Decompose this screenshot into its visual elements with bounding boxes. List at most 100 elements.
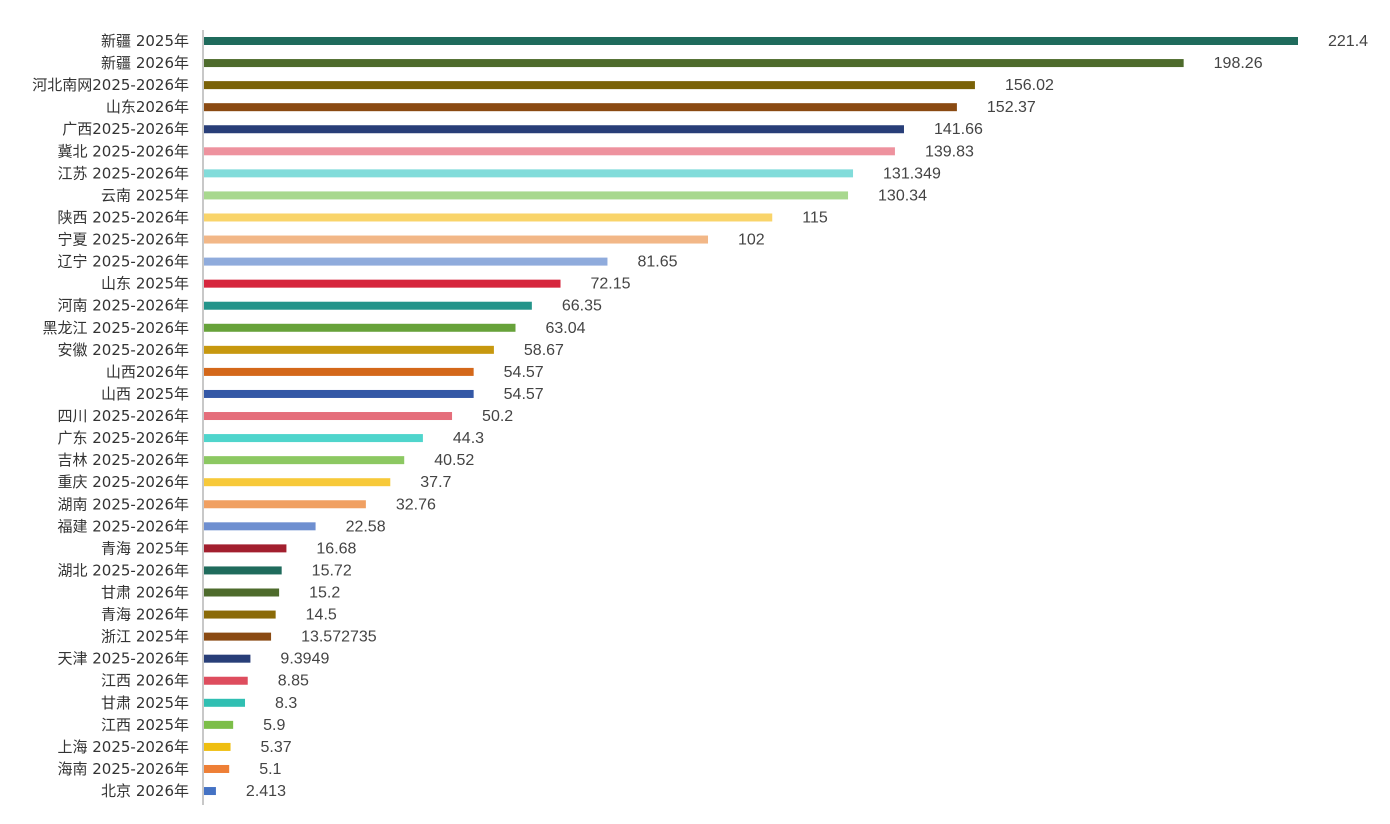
bar <box>204 588 280 597</box>
bar <box>204 742 231 751</box>
bar <box>204 434 423 443</box>
value-label: 139.83 <box>925 143 974 160</box>
value-label: 5.37 <box>261 739 292 756</box>
bar <box>204 235 709 244</box>
category-label: 江西 2025年 <box>101 716 189 734</box>
bar <box>204 500 366 509</box>
category-label: 上海 2025-2026年 <box>57 738 189 756</box>
category-label: 广西2025-2026年 <box>62 120 189 138</box>
value-label: 8.3 <box>275 695 297 712</box>
bar <box>204 610 276 619</box>
value-label: 32.76 <box>396 496 436 513</box>
value-label: 58.67 <box>524 342 564 359</box>
value-label: 37.7 <box>420 474 451 491</box>
bar <box>204 632 272 641</box>
value-label: 44.3 <box>453 430 484 447</box>
category-label: 安徽 2025-2026年 <box>57 341 189 359</box>
bar <box>204 279 561 288</box>
category-label: 新疆 2026年 <box>101 54 189 72</box>
category-label: 陕西 2025-2026年 <box>57 208 189 226</box>
bar <box>204 125 904 134</box>
value-label: 40.52 <box>434 452 474 469</box>
category-label: 福建 2025-2026年 <box>57 517 189 535</box>
category-label: 北京 2026年 <box>101 782 189 800</box>
bar <box>204 720 234 729</box>
bar <box>204 764 230 773</box>
category-label: 黑龙江 2025-2026年 <box>42 319 189 337</box>
bar <box>204 522 316 531</box>
value-label: 54.57 <box>504 386 544 403</box>
bar <box>204 345 494 354</box>
bar <box>204 389 474 398</box>
category-label: 江西 2026年 <box>101 672 189 690</box>
bar <box>204 103 957 112</box>
value-label: 198.26 <box>1214 55 1263 72</box>
bar <box>204 566 282 575</box>
category-label: 吉林 2025-2026年 <box>57 451 189 469</box>
value-label: 15.2 <box>309 585 340 602</box>
category-label: 云南 2025年 <box>101 186 189 204</box>
value-label: 221.4 <box>1328 33 1368 50</box>
value-label: 5.9 <box>263 717 285 734</box>
category-label: 甘肃 2025年 <box>101 694 189 712</box>
category-label: 新疆 2025年 <box>101 32 189 50</box>
value-label: 141.66 <box>934 121 983 138</box>
category-label: 湖北 2025-2026年 <box>57 561 189 579</box>
bar <box>204 367 474 376</box>
value-label: 130.34 <box>878 187 927 204</box>
value-label: 14.5 <box>306 607 337 624</box>
value-label: 5.1 <box>259 761 281 778</box>
bar <box>204 698 246 707</box>
category-label: 冀北 2025-2026年 <box>57 142 189 160</box>
value-label: 131.349 <box>883 165 941 182</box>
value-label: 22.58 <box>346 518 386 535</box>
value-label: 8.85 <box>278 673 309 690</box>
bar <box>204 213 773 222</box>
category-label: 甘肃 2026年 <box>101 584 189 602</box>
value-label: 50.2 <box>482 408 513 425</box>
value-label: 81.65 <box>637 254 677 271</box>
bar <box>204 544 287 553</box>
category-label: 重庆 2025-2026年 <box>57 473 189 491</box>
category-label: 四川 2025-2026年 <box>57 407 189 425</box>
category-label: 江苏 2025-2026年 <box>57 164 189 182</box>
bar <box>204 37 1298 45</box>
category-label: 湖南 2025-2026年 <box>57 495 189 513</box>
value-label: 72.15 <box>591 276 631 293</box>
bar <box>204 81 975 90</box>
bar <box>204 147 895 156</box>
category-label: 河北南网2025-2026年 <box>32 76 189 94</box>
bar <box>204 257 608 266</box>
value-label: 9.3949 <box>280 651 329 668</box>
category-label: 青海 2025年 <box>101 539 189 557</box>
category-label: 广东 2025-2026年 <box>57 429 189 447</box>
bar <box>204 191 849 200</box>
value-label: 2.413 <box>246 783 286 800</box>
value-label: 63.04 <box>545 320 585 337</box>
value-label: 15.72 <box>312 562 352 579</box>
value-label: 13.572735 <box>301 629 377 646</box>
bar <box>204 169 854 178</box>
category-label: 山东 2025年 <box>101 275 189 293</box>
value-label: 16.68 <box>316 540 356 557</box>
bar <box>204 412 453 421</box>
bar <box>204 787 216 796</box>
value-label: 115 <box>802 209 828 226</box>
category-label: 宁夏 2025-2026年 <box>57 231 189 249</box>
bar <box>204 676 248 685</box>
category-label: 天津 2025-2026年 <box>57 650 189 668</box>
category-label: 山西 2025年 <box>101 385 189 403</box>
bar <box>204 323 516 332</box>
bar <box>204 456 405 465</box>
bar <box>204 301 532 310</box>
bar <box>204 654 251 663</box>
value-label: 156.02 <box>1005 77 1054 94</box>
value-label: 54.57 <box>504 364 544 381</box>
value-label: 66.35 <box>562 298 602 315</box>
category-label: 山东2026年 <box>106 98 189 116</box>
bar <box>204 478 391 487</box>
category-label: 山西2026年 <box>106 363 189 381</box>
